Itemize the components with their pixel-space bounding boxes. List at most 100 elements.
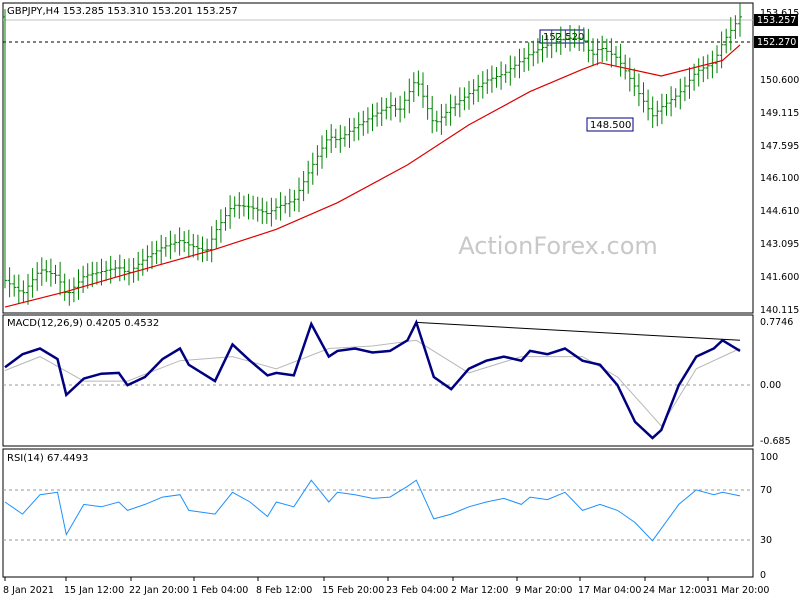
price-bar: [719, 31, 724, 69]
price-bar: [315, 145, 320, 176]
price-bar: [361, 110, 366, 136]
price-bar: [269, 197, 274, 227]
price-tick-1: 153.615: [760, 8, 799, 19]
price-bar: [218, 209, 223, 243]
price-bar: [356, 112, 361, 141]
price-bar: [90, 261, 95, 288]
price-bar: [522, 48, 527, 72]
price-bar: [554, 32, 559, 53]
price-bar: [618, 43, 623, 77]
price-bar: [499, 61, 504, 90]
price-bar: [347, 118, 352, 148]
low-annotation-box: [586, 117, 634, 132]
price-bar: [641, 82, 646, 113]
price-bar: [724, 28, 729, 54]
price-bar: [127, 258, 131, 286]
x-axis-label: 9 Mar 20:00: [515, 585, 572, 596]
price-bar: [35, 262, 40, 291]
price-bar: [535, 38, 540, 64]
price-bar: [264, 201, 269, 224]
x-axis-label: 8 Jan 2021: [3, 585, 54, 596]
price-bar: [407, 78, 412, 114]
rsi-tick-70: 70: [760, 485, 772, 496]
price-bar: [117, 254, 122, 282]
price-bar: [39, 257, 44, 286]
price-bar: [324, 130, 329, 158]
high-annotation-label: 152.520: [543, 32, 584, 43]
price-bar: [609, 38, 614, 68]
price-bar: [255, 196, 260, 222]
price-bar: [168, 230, 173, 260]
price-bar: [301, 171, 306, 202]
current-price-label: 153.257: [757, 15, 796, 26]
price-bar: [237, 192, 242, 219]
price-bar: [228, 195, 233, 229]
x-axis-label: 31 Mar 20:00: [706, 585, 769, 596]
price-bar: [627, 57, 632, 92]
rsi-line: [4, 479, 741, 542]
price-bar: [44, 260, 49, 282]
price-bar: [48, 258, 53, 287]
rsi-tick-0: 0: [760, 570, 766, 581]
price-bar: [186, 229, 191, 258]
price-bar: [67, 279, 72, 306]
price-tick-5: 147.595: [760, 141, 799, 152]
price-bar: [278, 192, 283, 221]
price-bar: [306, 160, 311, 194]
price-bar: [76, 269, 81, 300]
price-bar: [444, 103, 448, 126]
price-bar: [508, 55, 513, 86]
price-bar: [715, 45, 719, 74]
price-bar: [223, 207, 228, 231]
price-bar: [512, 56, 517, 78]
price-bar: [140, 248, 145, 276]
price-bar: [163, 237, 168, 257]
price-bar: [646, 89, 651, 121]
price-bar: [21, 280, 26, 304]
price-bar: [122, 259, 127, 281]
price-bar: [85, 263, 90, 289]
x-axis-label: 17 Mar 04:00: [578, 585, 641, 596]
price-bar: [136, 251, 141, 281]
price-bar: [145, 245, 150, 272]
price-bar: [310, 152, 315, 185]
price-bar: [195, 234, 200, 261]
price-bar: [338, 124, 343, 153]
watermark: ActionForex.com: [458, 232, 658, 260]
macd-tick-zero: 0.00: [760, 380, 781, 391]
price-bar: [173, 234, 177, 253]
macd-tick-bottom: -0.685: [760, 436, 791, 447]
price-bar: [425, 85, 430, 120]
price-bar: [614, 46, 618, 66]
price-bar: [214, 219, 219, 249]
price-bar: [113, 260, 118, 278]
price-bar: [655, 100, 660, 127]
price-bar: [16, 274, 21, 304]
price-bar: [352, 117, 357, 142]
price-bar: [191, 234, 196, 258]
price-bar: [30, 268, 35, 298]
macd-tick-top: 0.7746: [760, 317, 793, 328]
price-bar: [26, 273, 30, 305]
price-bar: [503, 64, 508, 83]
price-tick-10: 140.115: [760, 305, 799, 316]
price-bar: [3, 9, 7, 289]
price-bar: [701, 56, 706, 83]
price-bar: [710, 50, 715, 79]
price-bar: [12, 274, 17, 297]
price-bar: [682, 76, 687, 102]
price-bar: [287, 188, 292, 217]
price-bar: [393, 97, 398, 117]
price-bar: [333, 128, 338, 148]
price-bar: [246, 193, 251, 220]
price-bar: [540, 35, 545, 63]
price-bar: [150, 241, 154, 270]
price-bar: [94, 261, 99, 285]
price-bar: [320, 135, 324, 169]
macd-panel-frame: [2, 314, 754, 447]
price-bar: [241, 195, 246, 217]
rsi-tick-30: 30: [760, 535, 772, 546]
price-bar: [586, 28, 591, 63]
price-bar: [604, 38, 609, 62]
